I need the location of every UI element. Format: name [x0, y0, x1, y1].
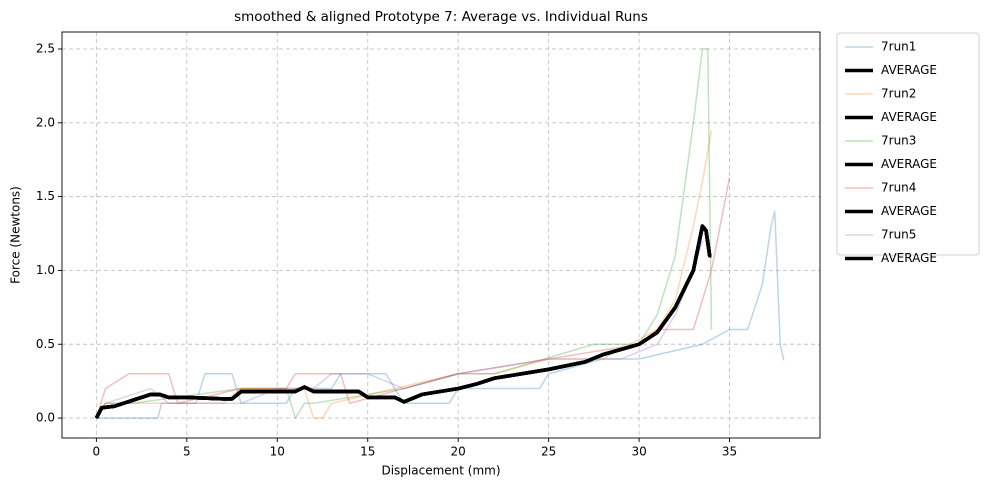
- series-line: [95, 130, 713, 419]
- legend-label: 7run3: [881, 134, 916, 148]
- series-line: [94, 224, 712, 419]
- chart-title: smoothed & aligned Prototype 7: Average …: [234, 9, 648, 25]
- legend-label: AVERAGE: [881, 63, 937, 77]
- series-line: [95, 48, 713, 419]
- x-tick-label: 0: [93, 445, 101, 459]
- x-tick-label: 30: [631, 445, 646, 459]
- y-axis-label: Force (Newtons): [9, 186, 23, 284]
- legend-label: 7run5: [881, 228, 916, 242]
- plot-frame: [61, 31, 821, 439]
- x-tick-label: 5: [183, 445, 191, 459]
- legend-label: 7run1: [881, 40, 916, 54]
- legend-label: AVERAGE: [881, 204, 937, 218]
- legend-label: 7run2: [881, 87, 916, 101]
- plot-lines: [94, 48, 785, 419]
- x-tick-label: 15: [360, 445, 375, 459]
- x-tick-label: 25: [541, 445, 556, 459]
- x-axis-label: Displacement (mm): [381, 464, 500, 478]
- legend-label: AVERAGE: [881, 157, 937, 171]
- legend: 7run1 AVERAGE 7run2 AVERAGE 7run3 AVERAGE 7run…: [845, 40, 937, 265]
- y-tick-label: 0.0: [36, 411, 55, 425]
- axes: 0 5 10 15 20 25 30 35 0.0 0.5 1.0 1.5 2.0 2.5: [36, 41, 737, 458]
- y-tick-label: 1.5: [36, 189, 55, 203]
- y-tick-label: 0.5: [36, 337, 55, 351]
- y-tick-label: 2.5: [36, 41, 55, 55]
- legend-label: 7run4: [881, 181, 916, 195]
- x-tick-label: 35: [722, 445, 737, 459]
- x-tick-label: 10: [270, 445, 285, 459]
- series-line: [95, 177, 731, 419]
- series-line: [96, 210, 785, 419]
- y-tick-label: 2.0: [36, 115, 55, 129]
- y-tick-label: 1.0: [36, 263, 55, 277]
- legend-label: AVERAGE: [881, 251, 937, 265]
- x-tick-label: 20: [451, 445, 466, 459]
- legend-box: [836, 32, 980, 256]
- series-line: [95, 240, 704, 419]
- legend-label: AVERAGE: [881, 110, 937, 124]
